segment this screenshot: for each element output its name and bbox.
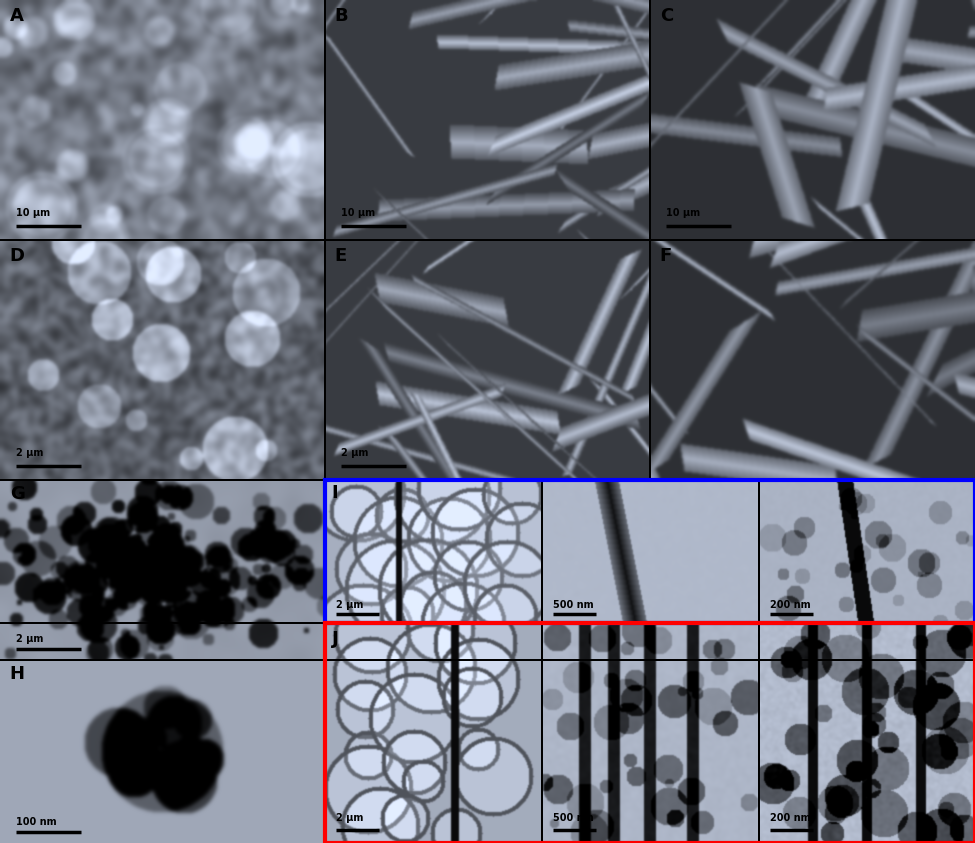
Text: 10 μm: 10 μm <box>17 208 51 218</box>
Text: 2 μm: 2 μm <box>335 813 364 824</box>
Text: F: F <box>660 247 672 266</box>
Text: D: D <box>10 247 24 266</box>
Text: 10 μm: 10 μm <box>341 208 375 218</box>
Text: J: J <box>332 630 338 647</box>
Text: 10 μm: 10 μm <box>666 208 700 218</box>
Text: 2 μm: 2 μm <box>17 634 44 644</box>
Text: 200 nm: 200 nm <box>770 600 810 610</box>
Text: B: B <box>334 8 348 25</box>
Text: 2 μm: 2 μm <box>17 448 44 459</box>
Text: A: A <box>10 8 23 25</box>
Text: 100 nm: 100 nm <box>17 817 57 826</box>
Text: E: E <box>334 247 347 266</box>
Text: C: C <box>660 8 673 25</box>
Text: 2 μm: 2 μm <box>335 600 364 610</box>
Text: 500 nm: 500 nm <box>553 600 594 610</box>
Text: H: H <box>10 665 24 684</box>
Text: 500 nm: 500 nm <box>553 813 594 824</box>
Text: 2 μm: 2 μm <box>341 448 369 459</box>
Text: 200 nm: 200 nm <box>770 813 810 824</box>
Text: I: I <box>332 484 338 502</box>
Text: G: G <box>10 486 24 503</box>
